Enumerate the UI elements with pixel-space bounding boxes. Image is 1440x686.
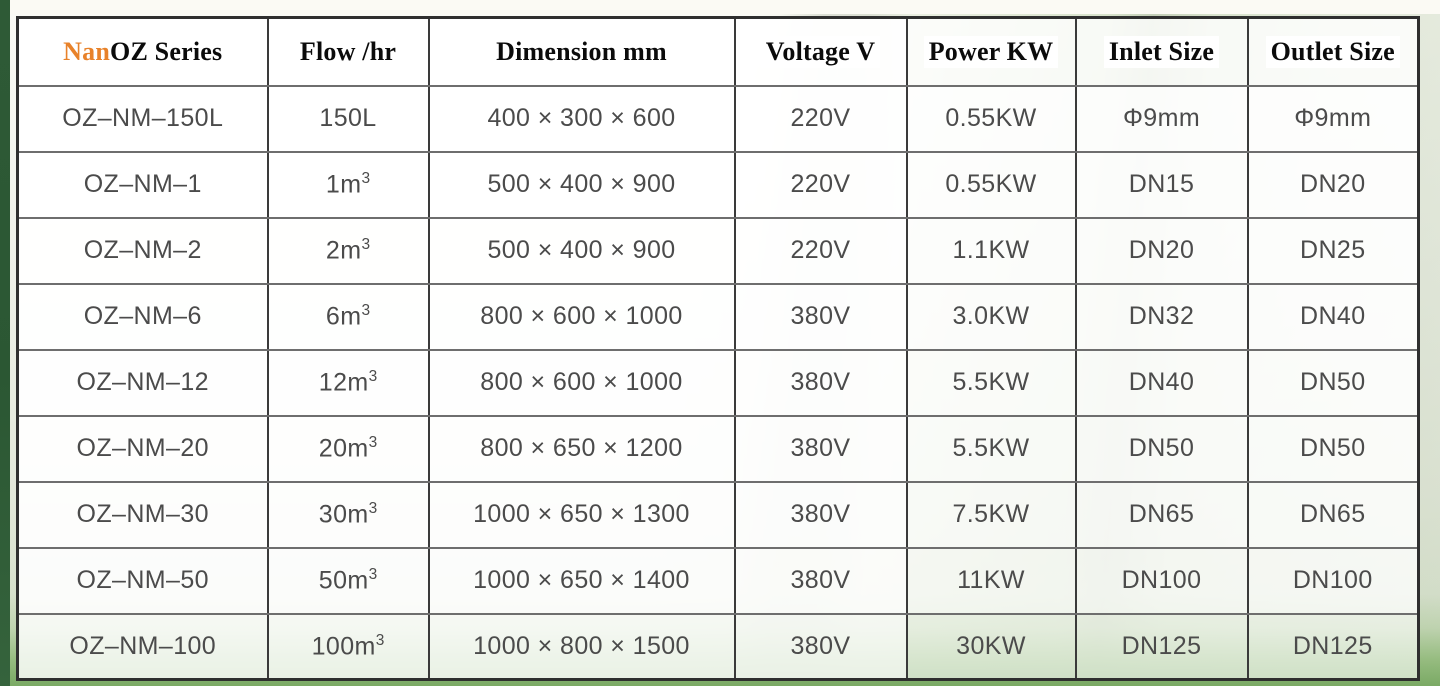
cell-flow: 20m3 bbox=[267, 415, 430, 483]
cell-flow: 2m3 bbox=[267, 217, 430, 285]
cell-series: OZ–NM–30 bbox=[17, 481, 269, 549]
cell-flow: 150L bbox=[267, 85, 430, 153]
cell-outlet-size: DN20 bbox=[1247, 151, 1419, 219]
specification-table: NanOZ Series Flow /hr Dimension mm Volta… bbox=[16, 16, 1420, 681]
cell-power: 7.5KW bbox=[906, 481, 1077, 549]
cell-inlet-size: DN65 bbox=[1075, 481, 1249, 549]
cell-voltage: 380V bbox=[734, 547, 908, 615]
cell-inlet-size: Φ9mm bbox=[1075, 85, 1249, 153]
cell-outlet-size: DN125 bbox=[1247, 613, 1419, 680]
cell-voltage: 220V bbox=[734, 217, 908, 285]
cell-dimension: 800 × 600 × 1000 bbox=[428, 283, 736, 351]
cell-dimension: 500 × 400 × 900 bbox=[428, 217, 736, 285]
top-background-band bbox=[0, 0, 1440, 14]
cell-inlet-size: DN15 bbox=[1075, 151, 1249, 219]
cell-dimension: 1000 × 800 × 1500 bbox=[428, 613, 736, 680]
cell-outlet-size: DN40 bbox=[1247, 283, 1419, 351]
cell-outlet-size: DN50 bbox=[1247, 415, 1419, 483]
cell-inlet-size: DN32 bbox=[1075, 283, 1249, 351]
cell-dimension: 800 × 650 × 1200 bbox=[428, 415, 736, 483]
table-row: OZ–NM–50 50m3 1000 × 650 × 1400 380V 11KW DN1… bbox=[17, 547, 1419, 615]
table-row: OZ–NM–30 30m3 1000 × 650 × 1300 380V 7.5KW DN… bbox=[17, 481, 1419, 549]
cell-flow: 30m3 bbox=[267, 481, 430, 549]
table-body: OZ–NM–150L 150L 400 × 300 × 600 220V 0.55KW Φ… bbox=[17, 85, 1419, 680]
cell-series: OZ–NM–100 bbox=[17, 613, 269, 680]
specification-table-container: NanOZ Series Flow /hr Dimension mm Volta… bbox=[16, 16, 1420, 681]
cell-power: 0.55KW bbox=[906, 151, 1077, 219]
cell-dimension: 800 × 600 × 1000 bbox=[428, 349, 736, 417]
cell-power: 30KW bbox=[906, 613, 1077, 680]
cell-dimension: 500 × 400 × 900 bbox=[428, 151, 736, 219]
table-header: NanOZ Series Flow /hr Dimension mm Volta… bbox=[17, 17, 1419, 87]
cell-outlet-size: DN100 bbox=[1247, 547, 1419, 615]
cell-voltage: 380V bbox=[734, 613, 908, 680]
cell-voltage: 380V bbox=[734, 481, 908, 549]
cell-dimension: 1000 × 650 × 1300 bbox=[428, 481, 736, 549]
cell-flow: 50m3 bbox=[267, 547, 430, 615]
cell-power: 5.5KW bbox=[906, 415, 1077, 483]
column-header-outlet-size: Outlet Size bbox=[1247, 17, 1419, 87]
cell-series: OZ–NM–150L bbox=[17, 85, 269, 153]
cell-series: OZ–NM–2 bbox=[17, 217, 269, 285]
cell-dimension: 400 × 300 × 600 bbox=[428, 85, 736, 153]
column-header-flow: Flow /hr bbox=[267, 17, 430, 87]
brand-oz-series-text: OZ Series bbox=[110, 36, 223, 66]
cell-power: 3.0KW bbox=[906, 283, 1077, 351]
table-row: OZ–NM–2 2m3 500 × 400 × 900 220V 1.1KW DN20 DN… bbox=[17, 217, 1419, 285]
column-header-voltage: Voltage V bbox=[734, 17, 908, 87]
cell-outlet-size: DN65 bbox=[1247, 481, 1419, 549]
column-header-dimension: Dimension mm bbox=[428, 17, 736, 87]
cell-series: OZ–NM–20 bbox=[17, 415, 269, 483]
cell-inlet-size: DN125 bbox=[1075, 613, 1249, 680]
cell-voltage: 380V bbox=[734, 283, 908, 351]
table-row: OZ–NM–150L 150L 400 × 300 × 600 220V 0.55KW Φ… bbox=[17, 85, 1419, 153]
cell-dimension: 1000 × 650 × 1400 bbox=[428, 547, 736, 615]
table-row: OZ–NM–12 12m3 800 × 600 × 1000 380V 5.5KW DN4… bbox=[17, 349, 1419, 417]
left-edge-green-strip bbox=[0, 0, 10, 686]
cell-power: 5.5KW bbox=[906, 349, 1077, 417]
cell-series: OZ–NM–1 bbox=[17, 151, 269, 219]
table-row: OZ–NM–1 1m3 500 × 400 × 900 220V 0.55KW DN15 D… bbox=[17, 151, 1419, 219]
table-row: OZ–NM–20 20m3 800 × 650 × 1200 380V 5.5KW DN5… bbox=[17, 415, 1419, 483]
header-row: NanOZ Series Flow /hr Dimension mm Volta… bbox=[17, 17, 1419, 87]
cell-flow: 6m3 bbox=[267, 283, 430, 351]
cell-inlet-size: DN50 bbox=[1075, 415, 1249, 483]
cell-power: 11KW bbox=[906, 547, 1077, 615]
cell-voltage: 380V bbox=[734, 349, 908, 417]
cell-power: 1.1KW bbox=[906, 217, 1077, 285]
column-header-power: Power KW bbox=[906, 17, 1077, 87]
table-row: OZ–NM–100 100m3 1000 × 800 × 1500 380V 30KW D… bbox=[17, 613, 1419, 680]
cell-flow: 1m3 bbox=[267, 151, 430, 219]
column-header-series: NanOZ Series bbox=[17, 17, 269, 87]
cell-inlet-size: DN20 bbox=[1075, 217, 1249, 285]
cell-voltage: 220V bbox=[734, 151, 908, 219]
cell-voltage: 380V bbox=[734, 415, 908, 483]
table-row: OZ–NM–6 6m3 800 × 600 × 1000 380V 3.0KW DN32 D… bbox=[17, 283, 1419, 351]
column-header-inlet-size: Inlet Size bbox=[1075, 17, 1249, 87]
cell-outlet-size: DN50 bbox=[1247, 349, 1419, 417]
series-header-label: NanOZ Series bbox=[58, 35, 228, 68]
cell-inlet-size: DN40 bbox=[1075, 349, 1249, 417]
cell-flow: 100m3 bbox=[267, 613, 430, 680]
cell-inlet-size: DN100 bbox=[1075, 547, 1249, 615]
cell-series: OZ–NM–6 bbox=[17, 283, 269, 351]
cell-outlet-size: Φ9mm bbox=[1247, 85, 1419, 153]
cell-flow: 12m3 bbox=[267, 349, 430, 417]
cell-voltage: 220V bbox=[734, 85, 908, 153]
cell-series: OZ–NM–12 bbox=[17, 349, 269, 417]
brand-nan-text: Nan bbox=[63, 36, 111, 66]
cell-outlet-size: DN25 bbox=[1247, 217, 1419, 285]
cell-series: OZ–NM–50 bbox=[17, 547, 269, 615]
cell-power: 0.55KW bbox=[906, 85, 1077, 153]
